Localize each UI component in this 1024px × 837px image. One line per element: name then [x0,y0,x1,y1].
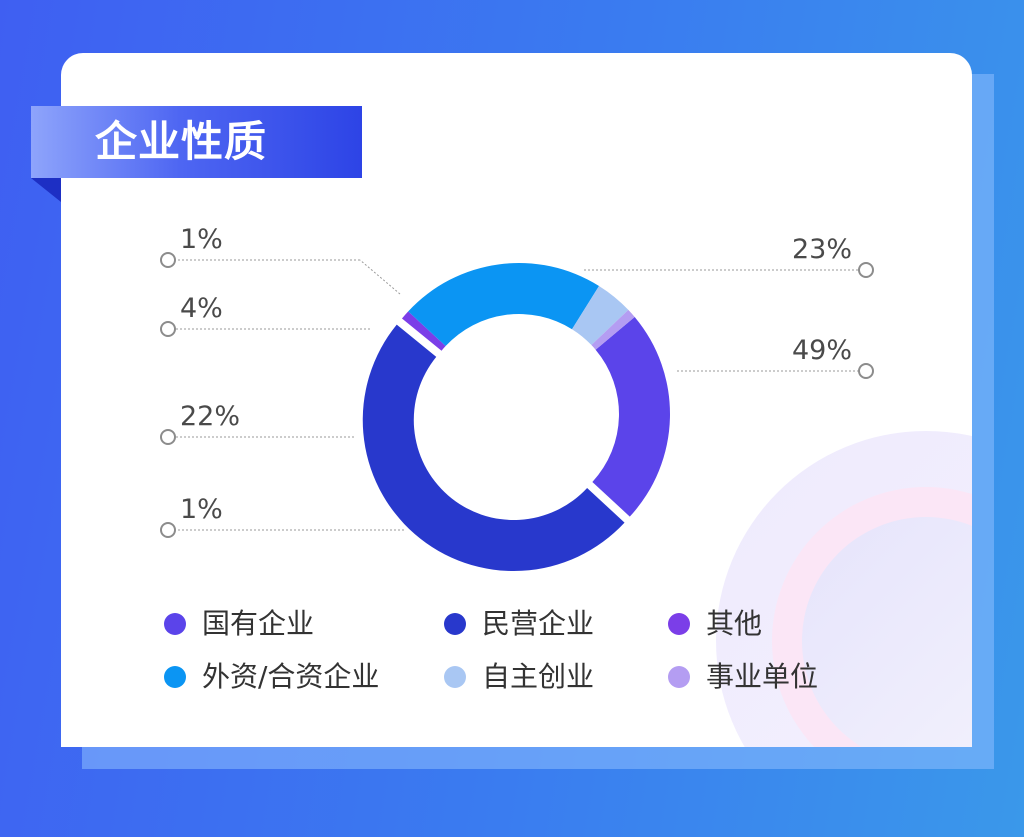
slice-foreign-joint [408,262,600,347]
slice-self-employed [571,285,629,346]
slice-state-owned [592,316,670,517]
slice-other [401,311,446,351]
legend-label: 事业单位 [706,660,819,693]
legend-swatch [164,666,186,688]
leader-end-marker [160,522,176,538]
slice-private [362,324,625,572]
legend-label: 自主创业 [482,660,595,693]
legend-swatch [164,613,186,635]
leader-end-marker [160,252,176,268]
value-label: 1% [180,494,223,525]
slice-public-institution [591,309,635,350]
legend-swatch [444,666,466,688]
legend-label: 国有企业 [202,607,315,640]
legend-label: 民营企业 [482,607,595,640]
legend-label: 其他 [706,607,763,640]
leader-end-marker [858,363,874,379]
leader-end-marker [160,321,176,337]
title-banner [31,106,362,178]
leader-end-marker [160,429,176,445]
page-title: 企业性质 [95,117,268,166]
legend-label: 外资/合资企业 [202,660,380,693]
value-label: 49% [792,335,852,366]
value-label: 1% [180,224,223,255]
legend-swatch [668,666,690,688]
leader-end-marker [858,262,874,278]
legend-swatch [668,613,690,635]
value-label: 4% [180,293,223,324]
leader-line-diagonal [359,259,401,295]
decorative-circles [716,431,972,747]
legend-swatch [444,613,466,635]
value-label: 22% [180,401,240,432]
title-banner-fold [31,178,61,202]
value-label: 23% [792,234,852,265]
